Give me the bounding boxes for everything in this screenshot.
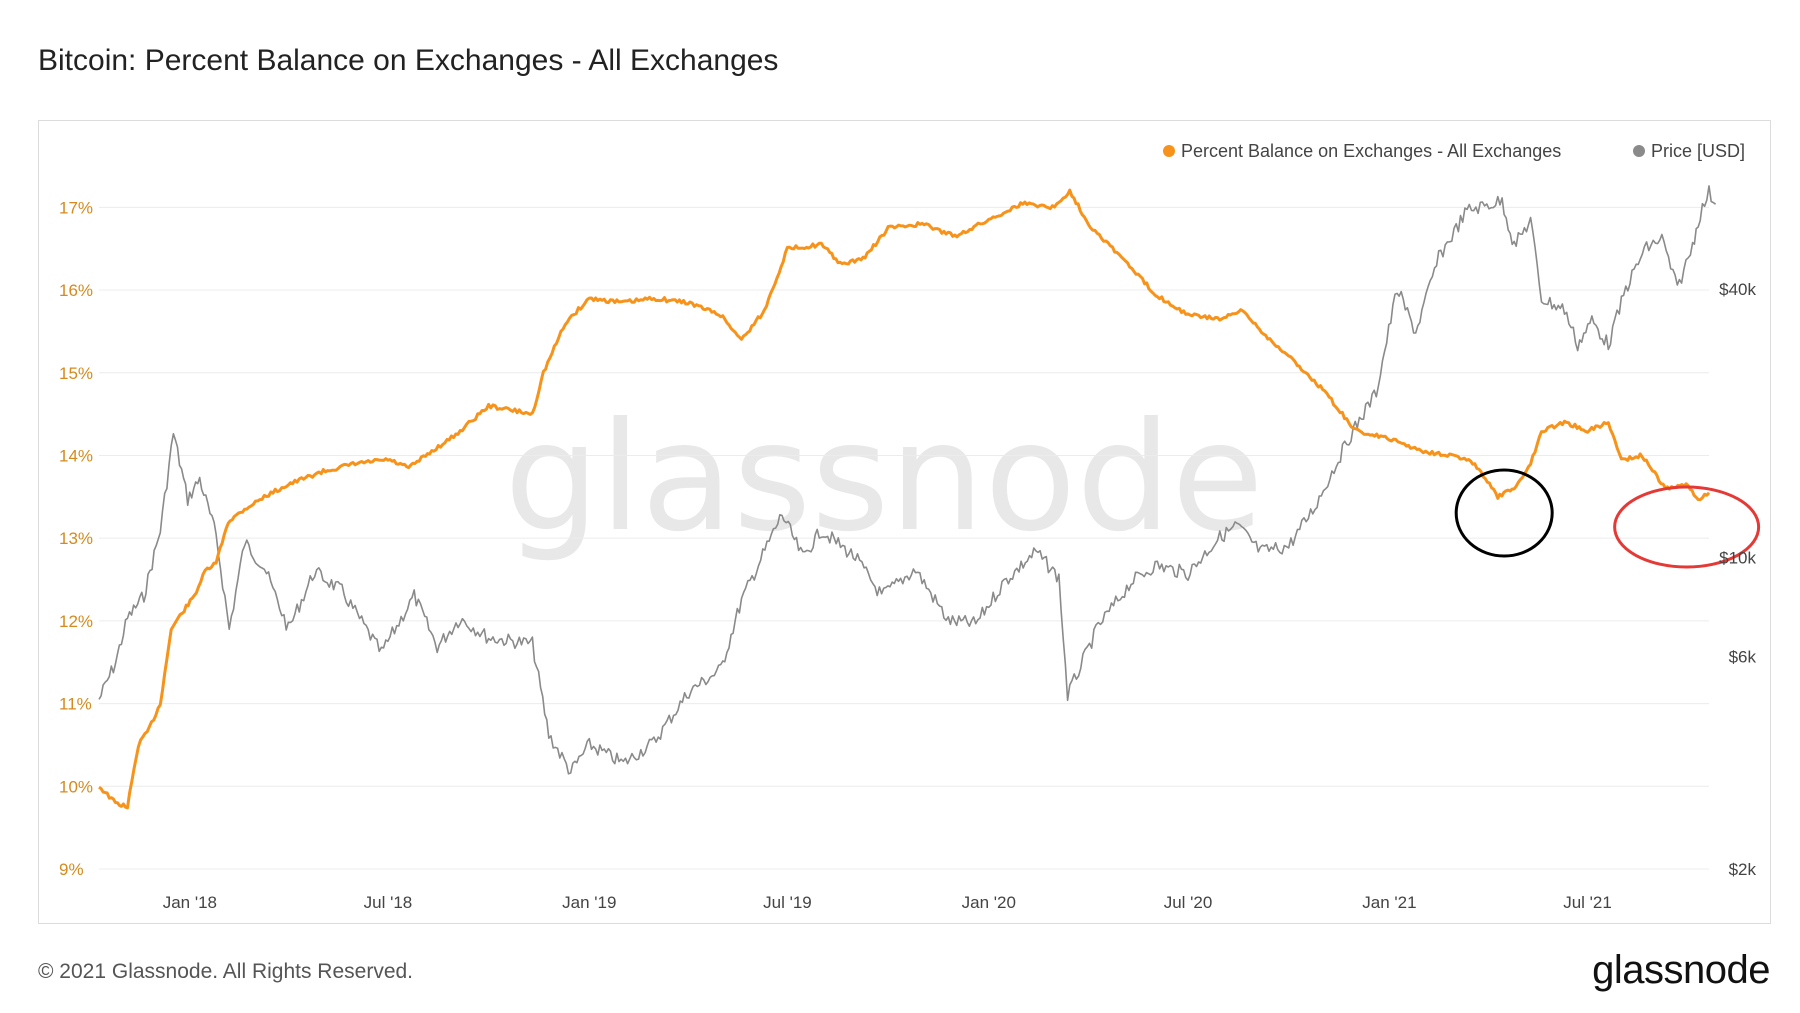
- legend-label-0[interactable]: Percent Balance on Exchanges - All Excha…: [1181, 141, 1561, 161]
- y-left-tick-2: 11%: [59, 695, 92, 714]
- chart-canvas[interactable]: glassnode 9% 10% 11% 12% 13% 14% 15% 16% 17% $2k $…: [39, 121, 1772, 925]
- x-tick-7: Jul '21: [1563, 893, 1612, 912]
- legend-label-1[interactable]: Price [USD]: [1651, 141, 1745, 161]
- y-left-tick-6: 15%: [59, 364, 93, 383]
- watermark-text: glassnode: [504, 391, 1263, 565]
- y-right-tick-3: $40k: [1719, 280, 1756, 299]
- legend-swatch-0[interactable]: [1163, 145, 1175, 157]
- x-tick-6: Jan '21: [1362, 893, 1416, 912]
- annotation-black-circle: [1454, 468, 1554, 558]
- y-left-tick-1: 10%: [59, 777, 93, 796]
- chart-panel[interactable]: glassnode 9% 10% 11% 12% 13% 14% 15% 16% 17% $2k $…: [38, 120, 1771, 924]
- y-right-tick-2: $10k: [1719, 548, 1756, 567]
- brand-logo[interactable]: glassnode: [1592, 948, 1770, 992]
- y-left-tick-8: 17%: [59, 198, 93, 217]
- y-left-tick-4: 13%: [59, 529, 93, 548]
- y-right-tick-1: $6k: [1729, 647, 1757, 666]
- price-series-line[interactable]: [98, 185, 1717, 775]
- x-tick-5: Jul '20: [1164, 893, 1213, 912]
- x-tick-4: Jan '20: [962, 893, 1016, 912]
- x-tick-0: Jan '18: [163, 893, 217, 912]
- page-title: Bitcoin: Percent Balance on Exchanges - …: [38, 44, 779, 77]
- balance-series-line[interactable]: [98, 188, 1711, 810]
- y-left-tick-3: 12%: [59, 612, 93, 631]
- y-left-tick-7: 16%: [59, 281, 93, 300]
- y-left-tick-0: 9%: [59, 860, 84, 879]
- x-tick-2: Jan '19: [562, 893, 616, 912]
- annotation-red-circle: [1613, 485, 1761, 569]
- x-tick-1: Jul '18: [364, 893, 413, 912]
- y-left-tick-5: 14%: [59, 446, 93, 465]
- copyright-notice: © 2021 Glassnode. All Rights Reserved.: [38, 960, 414, 983]
- legend-swatch-1[interactable]: [1633, 145, 1645, 157]
- x-tick-3: Jul '19: [763, 893, 812, 912]
- y-right-tick-0: $2k: [1729, 860, 1757, 879]
